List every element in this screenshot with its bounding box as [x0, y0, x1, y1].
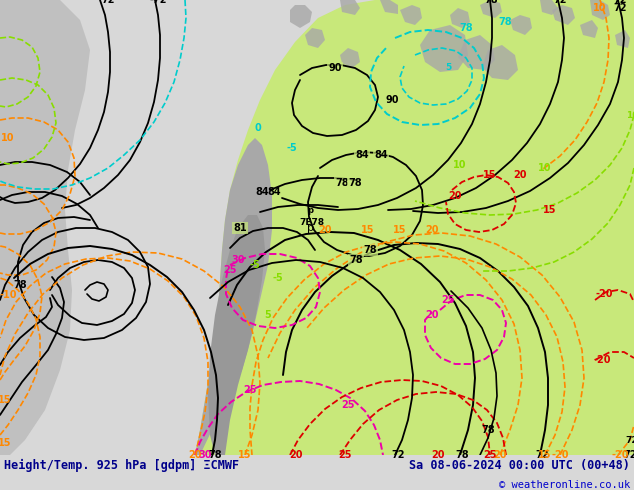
Text: 30: 30 — [198, 450, 212, 460]
Polygon shape — [195, 0, 634, 455]
Text: -5: -5 — [287, 143, 297, 153]
Polygon shape — [420, 25, 468, 72]
Text: 25: 25 — [341, 400, 355, 410]
Text: 78: 78 — [349, 255, 363, 265]
Polygon shape — [482, 45, 518, 80]
Text: 20: 20 — [448, 191, 462, 201]
Polygon shape — [0, 0, 90, 455]
Polygon shape — [510, 15, 532, 35]
Text: 15: 15 — [0, 438, 12, 448]
Text: 15: 15 — [361, 225, 375, 235]
Text: Sa 08-06-2024 00:00 UTC (00+48): Sa 08-06-2024 00:00 UTC (00+48) — [409, 459, 630, 472]
Text: 15: 15 — [543, 205, 557, 215]
Text: 72: 72 — [613, 0, 627, 5]
Text: 78: 78 — [484, 0, 498, 5]
Text: 10: 10 — [626, 111, 634, 120]
Text: 78: 78 — [498, 17, 512, 27]
Text: 10: 10 — [538, 163, 552, 173]
Polygon shape — [615, 30, 630, 48]
Text: -5: -5 — [273, 273, 283, 283]
Polygon shape — [208, 215, 265, 455]
Polygon shape — [340, 48, 360, 68]
Text: 10: 10 — [453, 160, 467, 170]
Text: 25: 25 — [483, 450, 497, 460]
Text: p: p — [307, 205, 313, 215]
Text: p: p — [306, 223, 313, 233]
Text: 72: 72 — [101, 0, 115, 5]
Text: -20: -20 — [595, 289, 612, 299]
Text: 72: 72 — [535, 450, 549, 460]
Text: 20: 20 — [188, 450, 202, 460]
Text: 0: 0 — [255, 123, 261, 133]
Text: Height/Temp. 925 hPa [gdpm] ΞCMWF: Height/Temp. 925 hPa [gdpm] ΞCMWF — [4, 459, 239, 472]
Polygon shape — [580, 20, 598, 38]
Text: 20: 20 — [425, 310, 439, 320]
Polygon shape — [480, 0, 502, 18]
Text: 5: 5 — [264, 310, 271, 320]
Polygon shape — [290, 5, 312, 28]
Text: 78: 78 — [455, 450, 469, 460]
Text: 72: 72 — [613, 3, 627, 13]
Text: 15: 15 — [238, 450, 252, 460]
Text: 78: 78 — [363, 245, 377, 255]
Text: 15: 15 — [538, 450, 552, 460]
Text: -20: -20 — [551, 450, 569, 460]
Text: 90: 90 — [385, 95, 399, 105]
Text: 7E78: 7E78 — [299, 218, 325, 226]
Text: -20: -20 — [611, 450, 629, 460]
Polygon shape — [458, 35, 495, 70]
Text: 20: 20 — [318, 225, 332, 235]
Text: 25: 25 — [243, 385, 257, 395]
Text: 81: 81 — [233, 223, 247, 233]
Text: 84: 84 — [267, 187, 281, 197]
Text: 25: 25 — [339, 450, 352, 460]
Text: 78: 78 — [481, 425, 495, 435]
Polygon shape — [380, 0, 398, 14]
Text: 78: 78 — [335, 178, 349, 188]
Text: 78: 78 — [208, 450, 222, 460]
Text: 72: 72 — [626, 436, 634, 444]
Text: -10: -10 — [0, 290, 16, 300]
Text: 72: 72 — [623, 450, 634, 460]
Text: 84: 84 — [256, 187, 269, 197]
Polygon shape — [400, 5, 422, 25]
Text: 15: 15 — [0, 395, 12, 405]
Text: 20: 20 — [425, 225, 439, 235]
Text: -72: -72 — [149, 0, 167, 5]
Text: 20: 20 — [493, 450, 507, 460]
Text: 20: 20 — [289, 450, 303, 460]
Polygon shape — [450, 8, 470, 28]
Text: 10: 10 — [593, 3, 607, 13]
Text: 72: 72 — [391, 450, 404, 460]
Text: 20: 20 — [514, 170, 527, 180]
Polygon shape — [590, 0, 610, 20]
Polygon shape — [370, 155, 450, 455]
Polygon shape — [305, 28, 325, 48]
Text: 30: 30 — [231, 255, 245, 265]
Text: 5: 5 — [445, 64, 451, 73]
Polygon shape — [340, 0, 360, 15]
Text: 78: 78 — [459, 23, 473, 33]
Text: 84: 84 — [374, 150, 388, 160]
Text: -5: -5 — [250, 260, 261, 270]
Text: 25: 25 — [223, 265, 236, 275]
Text: 10: 10 — [1, 133, 15, 143]
Text: 78: 78 — [348, 178, 362, 188]
Polygon shape — [540, 0, 558, 15]
Polygon shape — [552, 5, 575, 25]
Text: 72: 72 — [553, 0, 567, 5]
Polygon shape — [195, 138, 272, 455]
Text: 84: 84 — [355, 150, 369, 160]
Text: 20: 20 — [431, 450, 444, 460]
Text: 25: 25 — [441, 295, 455, 305]
Text: 15: 15 — [393, 225, 407, 235]
Text: © weatheronline.co.uk: © weatheronline.co.uk — [499, 480, 630, 490]
Text: 90: 90 — [328, 63, 342, 73]
Text: 15: 15 — [483, 170, 497, 180]
Text: -20: -20 — [593, 355, 611, 365]
Text: 78: 78 — [13, 280, 27, 290]
